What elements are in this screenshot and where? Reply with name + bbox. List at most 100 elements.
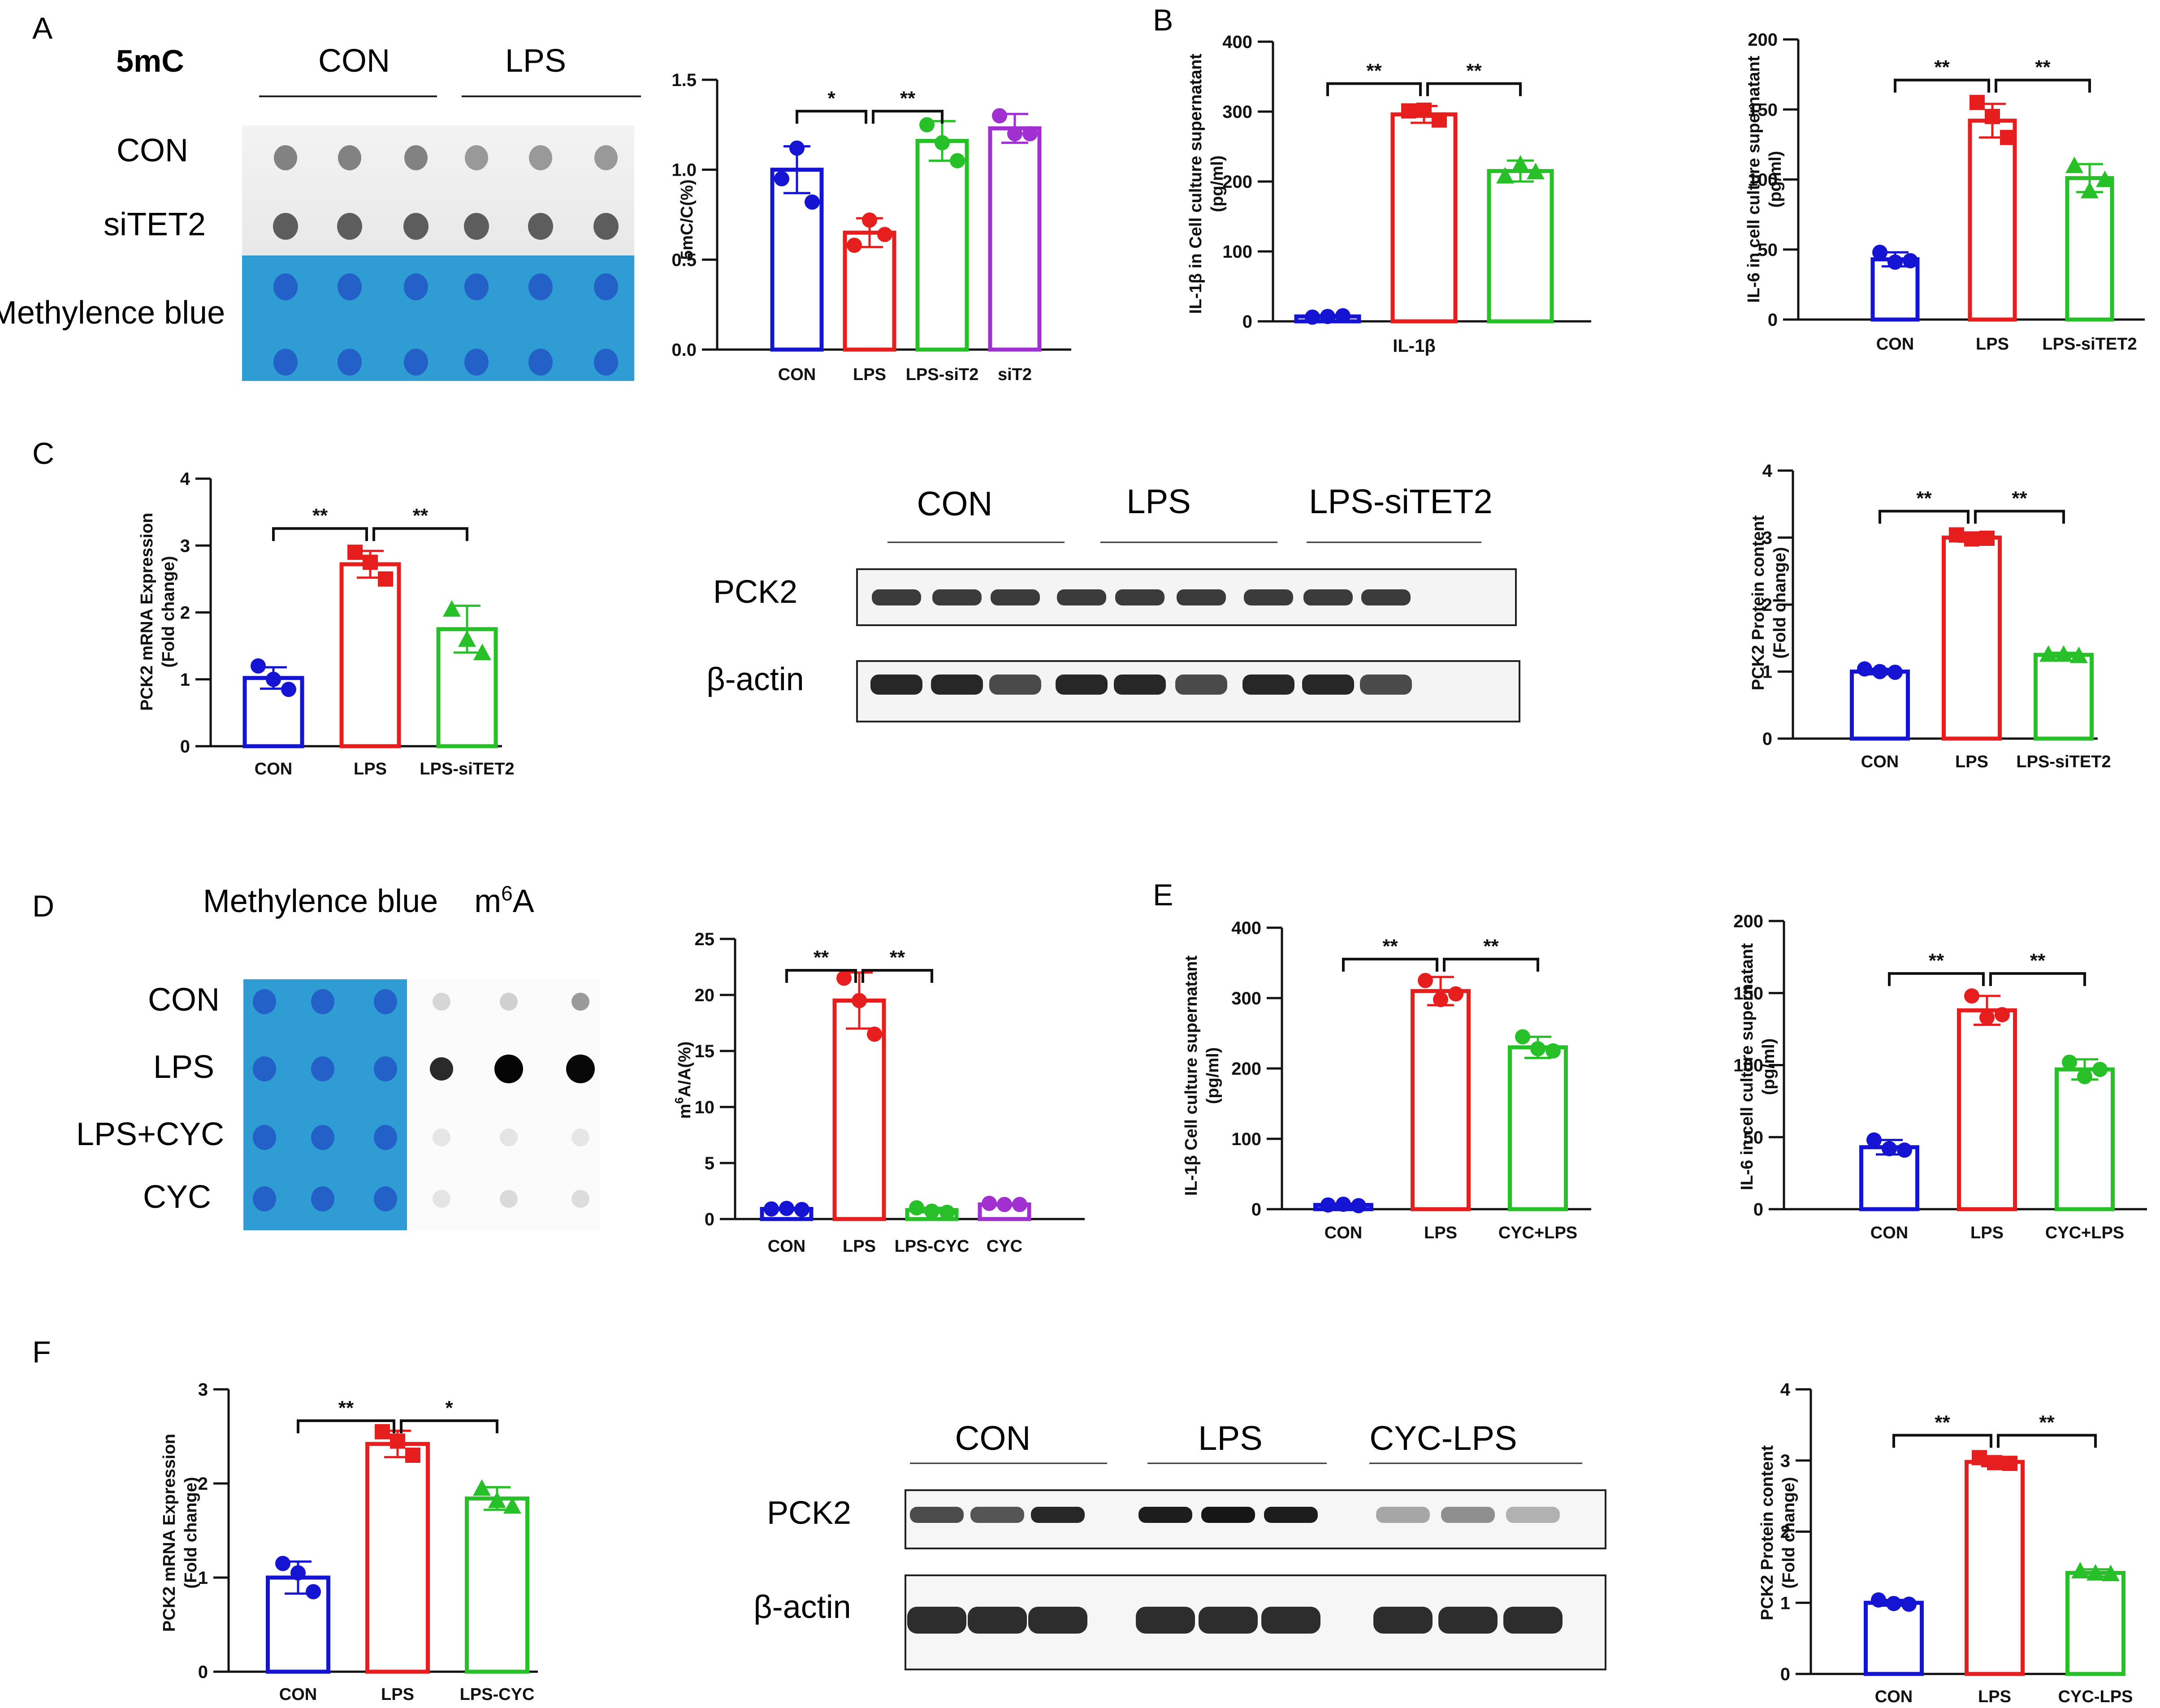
y-tick-label: 50 (1758, 240, 1778, 260)
data-point (1886, 1596, 1901, 1611)
significance-label: * (827, 87, 835, 109)
y-tick-label: 200 (1222, 172, 1252, 192)
blot-f-row-pck2: PCK2 (767, 1495, 851, 1531)
data-point (1995, 1007, 2010, 1022)
band (970, 1507, 1024, 1523)
data-point (1448, 986, 1463, 1002)
dot (594, 349, 618, 376)
data-point (1979, 530, 1995, 546)
y-tick-label: 50 (1744, 1128, 1764, 1147)
significance-bracket (785, 969, 857, 983)
band (1441, 1507, 1495, 1523)
x-tick-label: CON (1325, 1224, 1362, 1242)
chart-b-il6: 0 50 100 150 200 IL-6 in cell culture superna… (1744, 30, 2145, 354)
dot (404, 349, 428, 376)
bar (1864, 1600, 1924, 1676)
y-axis-label: (pg/ml) (1208, 156, 1227, 212)
band (1028, 1607, 1087, 1634)
blot-a-dots (273, 145, 619, 376)
bar (1411, 989, 1471, 1211)
blot-f-group-con: CON (955, 1419, 1031, 1457)
x-tick-label: LPS (1424, 1224, 1457, 1242)
significance-bracket (796, 110, 867, 124)
band (1056, 675, 1108, 695)
dot (528, 213, 553, 240)
dot (338, 349, 362, 376)
y-axis-label: PCK2 Protein content (1749, 515, 1768, 690)
x-tick-label: LPS-CYC (460, 1685, 535, 1704)
data-point (2065, 156, 2083, 173)
band (1506, 1507, 1560, 1523)
y-axis-label: (pg/ml) (1766, 151, 1785, 208)
dot (311, 1056, 334, 1081)
y-tick-label: 0 (1753, 1200, 1763, 1219)
dot (338, 273, 362, 300)
data-point (924, 1203, 939, 1219)
data-point (982, 1196, 997, 1211)
band (872, 589, 921, 605)
x-tick-label: LPS-siTET2 (2016, 752, 2111, 771)
data-point (992, 108, 1007, 124)
data-point (935, 135, 950, 151)
data-point (1351, 1198, 1366, 1214)
blot-c-group-con: CON (917, 485, 993, 523)
significance-bracket (1342, 958, 1438, 972)
significance-bracket (297, 1419, 395, 1433)
data-point (281, 682, 296, 697)
dot (273, 213, 298, 240)
band (1302, 675, 1354, 695)
significance-bracket (1997, 1434, 2097, 1448)
y-tick-label: 20 (695, 986, 715, 1005)
data-point (1882, 1141, 1897, 1156)
data-point (378, 571, 393, 587)
x-tick-label: CON (1861, 752, 1899, 771)
band (1373, 1607, 1433, 1634)
band (1201, 1507, 1255, 1523)
x-tick-label: CON (1876, 335, 1914, 354)
data-point (2077, 1069, 2092, 1085)
dot (337, 213, 362, 240)
blot-c-group-lps: LPS (1126, 483, 1191, 521)
y-axis-label: (Fold change) (1770, 547, 1789, 658)
data-point (251, 658, 266, 674)
data-point (1336, 1197, 1351, 1212)
data-point (1901, 1596, 1917, 1612)
bar (2065, 176, 2114, 322)
data-point (939, 1205, 955, 1220)
band (989, 675, 1041, 695)
dot (253, 1125, 276, 1150)
band (1303, 589, 1353, 605)
significance-label: ** (900, 87, 916, 109)
y-tick-label: 200 (1748, 30, 1778, 50)
blot-a-membrane (242, 125, 634, 255)
band (1503, 1607, 1563, 1634)
data-point (852, 993, 867, 1008)
chart-b-il1b: 0 100 200 300 400 IL-1β in Cell culture super… (1186, 32, 1591, 356)
data-point (473, 644, 491, 661)
data-point (2071, 1561, 2089, 1578)
dot (273, 273, 298, 300)
data-point (488, 1491, 506, 1508)
blot-c: CON LPS LPS-siTET2 PCK2 β-actin (706, 483, 1520, 722)
dot (311, 1186, 334, 1211)
data-point (1987, 1455, 2002, 1470)
data-point (774, 171, 789, 186)
y-tick-label: 100 (1231, 1129, 1261, 1149)
y-tick-label: 3 (198, 1380, 208, 1400)
panel-letter-f: F (32, 1335, 51, 1369)
y-tick-label: 0 (180, 737, 190, 757)
data-point (1320, 1197, 1336, 1213)
dot (311, 989, 334, 1014)
data-point (347, 545, 363, 560)
data-point (1964, 531, 1979, 547)
y-tick-label: 2 (1762, 595, 1772, 615)
bar (1965, 1460, 2025, 1676)
band (907, 1607, 966, 1634)
dot (571, 1129, 589, 1146)
significance-bracket (872, 110, 944, 124)
band (1242, 675, 1294, 695)
band (1438, 1607, 1498, 1634)
y-tick-label: 0 (1251, 1200, 1261, 1219)
significance-label: ** (1483, 935, 1499, 957)
data-point (1432, 112, 1447, 128)
